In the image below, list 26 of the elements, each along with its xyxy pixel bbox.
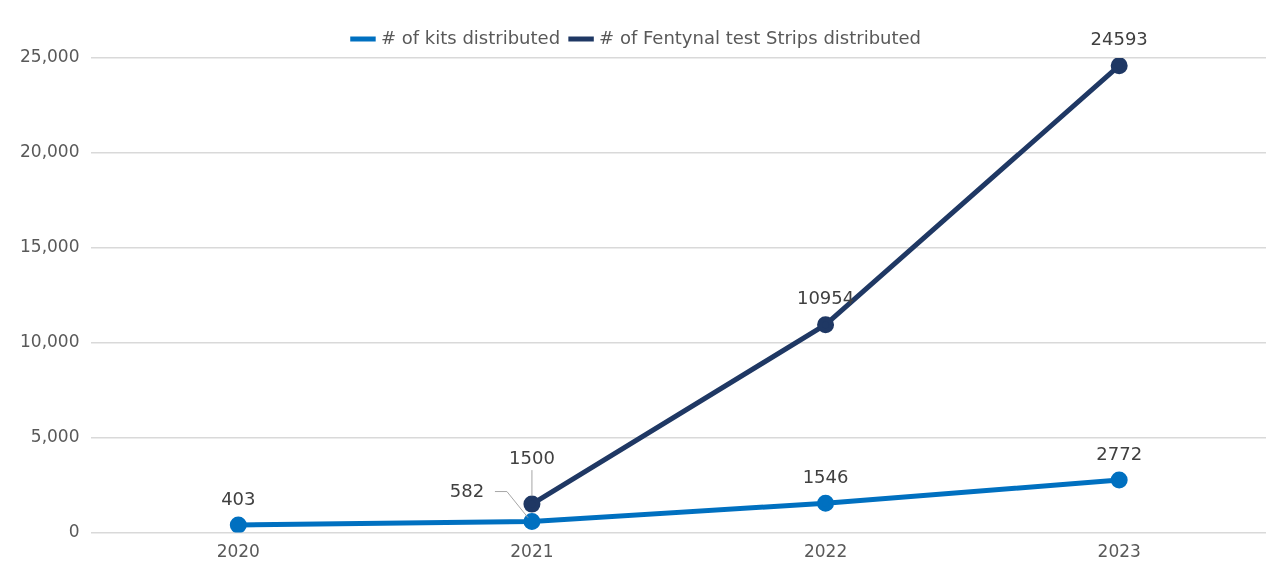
data-label: 24593 [1090, 28, 1148, 50]
point [523, 495, 541, 513]
y-tick-label: 0 [68, 521, 80, 542]
data-label: 403 [221, 487, 256, 509]
data-label: 2772 [1096, 442, 1143, 464]
y-tick-label: 15,000 [20, 236, 80, 257]
legend-label: # of Fentynal test Strips distributed [599, 26, 922, 48]
data-label: 1546 [802, 465, 849, 487]
data-label: 10954 [796, 287, 855, 309]
point [523, 513, 541, 531]
y-tick-label: 20,000 [20, 141, 80, 162]
x-tick-label: 2022 [803, 541, 848, 562]
legend-label: # of kits distributed [380, 26, 561, 48]
point [229, 516, 247, 533]
point [817, 316, 835, 334]
y-tick-label: 10,000 [20, 331, 80, 352]
x-tick-label: 2020 [216, 541, 260, 562]
x-tick-label: 2023 [1097, 541, 1141, 562]
x-tick-label: 2021 [510, 541, 554, 562]
point [817, 494, 835, 512]
y-tick-label: 25,000 [20, 46, 80, 67]
point [1110, 471, 1128, 489]
data-label: 582 [449, 480, 485, 502]
y-tick-label: 5,000 [30, 426, 80, 447]
point [1110, 58, 1128, 75]
data-label: 1500 [509, 446, 555, 468]
